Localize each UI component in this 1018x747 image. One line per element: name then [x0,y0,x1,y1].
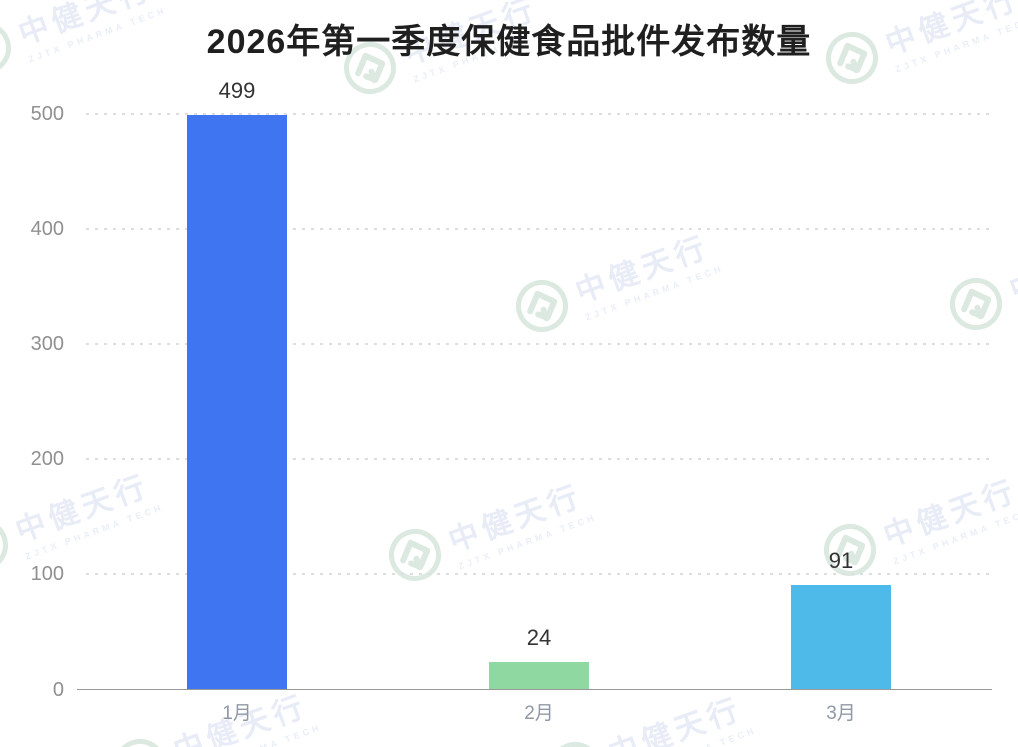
y-axis-tick-label: 400 [30,217,64,240]
x-axis-label: 3月 [826,702,856,724]
watermark-brand-subtext: ZJTX PHARMA TECH [617,724,758,747]
y-axis-tick-label: 500 [30,102,64,125]
y-gridline [86,573,992,576]
bar-month-1 [187,114,287,690]
zjtx-logo-icon [380,520,451,594]
y-gridline [86,342,992,345]
zjtx-logo-icon [941,269,1012,343]
bar-value-label: 91 [828,547,854,573]
watermark-brand-text: 中健天行 [879,473,1018,553]
zjtx-logo-icon [507,271,578,345]
watermark-brand-text: 中健天行 [444,478,587,558]
y-gridline [86,458,992,461]
y-gridline [86,112,992,115]
y-gridline [86,227,992,230]
x-axis-line [77,688,992,691]
y-axis-tick-label: 100 [30,563,64,586]
watermark-brand-subtext: ZJTX PHARMA TECH [456,511,599,572]
bar-month-3 [791,584,891,690]
y-axis-tick-label: 200 [30,448,64,471]
watermark-brand-subtext: ZJTX PHARMA TECH [583,262,726,323]
bar-value-label: 499 [218,77,256,103]
x-axis-label: 2月 [524,702,554,724]
zjtx-logo-icon [540,733,611,747]
y-axis-tick-label: 300 [30,332,64,355]
watermark-brand-text: 中健天行 [604,691,747,747]
watermark-brand-text: 中健天行 [1005,227,1018,307]
watermark-brand-subtext: ZJTX PHARMA TECH [23,501,166,562]
x-axis-label: 1月 [222,702,252,724]
bar-value-label: 24 [526,624,552,650]
chart-title: 2026年第一季度保健食品批件发布数量 [206,23,812,61]
zjtx-logo-icon [105,730,176,747]
bar-month-2 [489,661,589,690]
watermark-brand-text: 中健天行 [571,229,714,309]
y-axis-tick-label: 0 [52,678,64,701]
